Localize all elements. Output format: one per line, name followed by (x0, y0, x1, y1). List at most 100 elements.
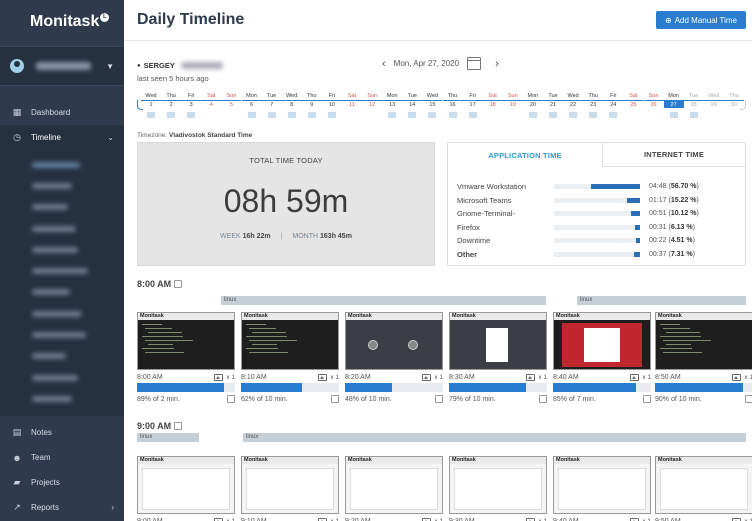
submenu-item[interactable] (0, 324, 124, 345)
screenshot-thumbnail[interactable]: Monitask (449, 456, 547, 514)
screenshot-thumbnail[interactable]: Monitask (553, 456, 651, 514)
calendar-day[interactable]: Sun 26 (643, 92, 664, 108)
image-icon[interactable] (214, 373, 224, 381)
submenu-item[interactable] (0, 260, 124, 281)
submenu-item[interactable] (0, 239, 124, 260)
screenshot-card[interactable]: Monitask 8:00 AM x 1 89% of 2 min. (137, 312, 235, 406)
screenshot-thumbnail[interactable]: Monitask (241, 456, 339, 514)
screenshot-card[interactable]: Monitask 9:10 AM x 1 (241, 456, 339, 521)
image-icon[interactable] (318, 517, 328, 521)
screenshot-card[interactable]: Monitask 8:10 AM x 1 62% of 10 min. (241, 312, 339, 406)
screenshot-thumbnail[interactable]: Monitask (655, 312, 752, 370)
calendar-day[interactable]: Thu 30 (723, 92, 744, 108)
submenu-item[interactable] (0, 346, 124, 367)
image-icon[interactable] (630, 517, 640, 521)
calendar-day[interactable]: Mon 27 (663, 92, 684, 118)
screenshot-select-checkbox[interactable] (435, 395, 443, 403)
sidebar-item-notes[interactable]: ▤ Notes (0, 420, 124, 445)
sidebar-item-dashboard[interactable]: ▦ Dashboard (0, 100, 124, 125)
calendar-day[interactable]: Mon 13 (382, 92, 403, 118)
image-icon[interactable] (318, 373, 328, 381)
hour-select-checkbox[interactable] (174, 280, 183, 288)
calendar-day[interactable]: Thu 2 (161, 92, 182, 118)
submenu-item[interactable] (0, 175, 124, 196)
screenshot-card[interactable]: Monitask 9:00 AM x 1 (137, 456, 235, 521)
calendar-day[interactable]: Fri 10 (321, 92, 342, 118)
screenshot-select-checkbox[interactable] (331, 395, 339, 403)
submenu-item[interactable] (0, 197, 124, 218)
image-icon[interactable] (422, 373, 432, 381)
tab-application-time[interactable]: APPLICATION TIME (448, 143, 603, 167)
calendar-day[interactable]: Thu 9 (301, 92, 322, 118)
screenshot-card[interactable]: Monitask 8:20 AM x 1 48% of 10 min. (345, 312, 443, 406)
prev-day-button[interactable]: ‹ (382, 57, 386, 70)
calendar-day[interactable]: Wed 8 (281, 92, 302, 118)
screenshot-card[interactable]: Monitask 9:40 AM x 1 (553, 456, 651, 521)
calendar-day[interactable]: Tue 21 (543, 92, 563, 118)
app-logo[interactable]: Monitask L (0, 0, 124, 44)
calendar-day[interactable]: Fri 24 (603, 92, 624, 118)
submenu-item[interactable] (0, 282, 124, 303)
calendar-day[interactable]: Wed 15 (422, 92, 443, 118)
screenshot-card[interactable]: Monitask 9:20 AM x 1 (345, 456, 443, 521)
project-bar[interactable]: linux (577, 296, 746, 305)
add-manual-time-button[interactable]: ⊕ Add Manual Time (656, 11, 746, 29)
submenu-item[interactable] (0, 218, 124, 239)
tab-internet-time[interactable]: INTERNET TIME (603, 143, 745, 167)
screenshot-select-checkbox[interactable] (745, 395, 752, 403)
project-bar[interactable]: linux (221, 296, 546, 305)
calendar-day[interactable]: Sat 25 (623, 92, 644, 108)
calendar-day[interactable]: Tue 14 (402, 92, 423, 118)
screenshot-select-checkbox[interactable] (227, 395, 235, 403)
sidebar-item-reports[interactable]: ↗ Reports › (0, 495, 124, 520)
screenshot-thumbnail[interactable]: Monitask (449, 312, 547, 370)
screenshot-thumbnail[interactable]: Monitask (345, 456, 443, 514)
screenshot-thumbnail[interactable]: Monitask (241, 312, 339, 370)
calendar-day[interactable]: Wed 29 (703, 92, 724, 108)
screenshot-thumbnail[interactable]: Monitask (137, 456, 235, 514)
calendar-day[interactable]: Fri 17 (462, 92, 483, 118)
sidebar-item-timeline[interactable]: ◷ Timeline ⌄ (0, 125, 124, 150)
image-icon[interactable] (732, 517, 742, 521)
screenshot-card[interactable]: Monitask 9:30 AM x 1 (449, 456, 547, 521)
calendar-day[interactable]: Sat 11 (342, 92, 362, 108)
image-icon[interactable] (526, 373, 536, 381)
hour-select-checkbox[interactable] (174, 422, 183, 430)
calendar-day[interactable]: Wed 1 (141, 92, 161, 118)
submenu-item[interactable] (0, 367, 124, 388)
screenshot-card[interactable]: Monitask 8:30 AM x 1 79% of 10 min. (449, 312, 547, 406)
user-menu[interactable]: ▼ (0, 46, 124, 86)
screenshot-select-checkbox[interactable] (539, 395, 547, 403)
screenshot-thumbnail[interactable]: Monitask (345, 312, 443, 370)
calendar-day[interactable]: Mon 20 (522, 92, 543, 118)
image-icon[interactable] (630, 373, 640, 381)
screenshot-card[interactable]: Monitask 9:50 AM x 1 (655, 456, 752, 521)
calendar-day[interactable]: Wed 22 (563, 92, 584, 118)
screenshot-thumbnail[interactable]: Monitask (137, 312, 235, 370)
calendar-day[interactable]: Thu 23 (583, 92, 604, 118)
image-icon[interactable] (526, 517, 536, 521)
screenshot-thumbnail[interactable]: Monitask (553, 312, 651, 370)
calendar-icon[interactable] (467, 57, 482, 70)
image-icon[interactable] (732, 373, 742, 381)
calendar-day[interactable]: Sun 12 (362, 92, 383, 108)
sidebar-item-team[interactable]: ☻ Team (0, 445, 124, 470)
calendar-day[interactable]: Tue 7 (261, 92, 282, 118)
calendar-day[interactable]: Fri 3 (181, 92, 202, 118)
project-bar[interactable]: linux (243, 433, 746, 442)
submenu-item[interactable] (0, 388, 124, 409)
next-day-button[interactable]: › (495, 57, 499, 70)
calendar-day[interactable]: Thu 16 (442, 92, 463, 118)
sidebar-item-projects[interactable]: ▰ Projects (0, 470, 124, 495)
calendar-day[interactable]: Sat 4 (201, 92, 222, 108)
calendar-day[interactable]: Sun 19 (502, 92, 523, 108)
screenshot-thumbnail[interactable]: Monitask (655, 456, 752, 514)
calendar-day[interactable]: Mon 6 (241, 92, 262, 118)
submenu-item[interactable] (0, 303, 124, 324)
screenshot-card[interactable]: Monitask 8:40 AM x 1 85% of 7 min. (553, 312, 651, 406)
submenu-item[interactable] (0, 154, 124, 175)
calendar-day[interactable]: Sat 18 (482, 92, 503, 108)
calendar-day[interactable]: Sun 5 (221, 92, 242, 108)
image-icon[interactable] (422, 517, 432, 521)
screenshot-card[interactable]: Monitask 8:50 AM x 1 90% of 10 min. (655, 312, 752, 406)
